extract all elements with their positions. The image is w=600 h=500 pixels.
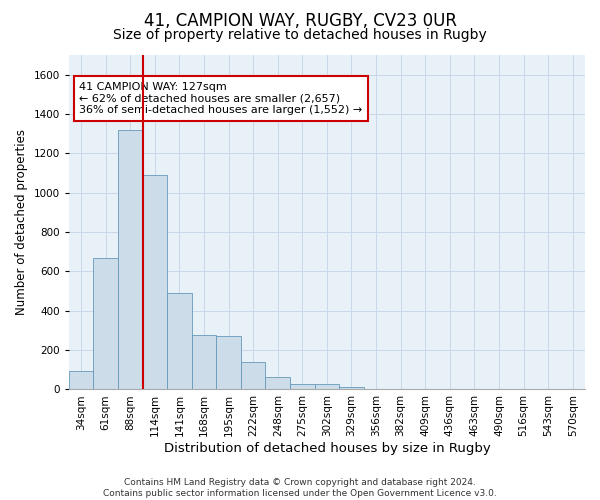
Bar: [241, 362, 265, 390]
Text: Size of property relative to detached houses in Rugby: Size of property relative to detached ho…: [113, 28, 487, 42]
Bar: [167, 293, 192, 390]
Bar: [314, 384, 339, 390]
Bar: [265, 376, 290, 390]
Bar: [118, 130, 143, 390]
Y-axis label: Number of detached properties: Number of detached properties: [15, 129, 28, 315]
Bar: [94, 258, 118, 390]
Bar: [217, 336, 241, 390]
Bar: [143, 175, 167, 390]
Text: 41, CAMPION WAY, RUGBY, CV23 0UR: 41, CAMPION WAY, RUGBY, CV23 0UR: [143, 12, 457, 30]
Text: 41 CAMPION WAY: 127sqm
← 62% of detached houses are smaller (2,657)
36% of semi-: 41 CAMPION WAY: 127sqm ← 62% of detached…: [79, 82, 362, 115]
Bar: [339, 386, 364, 390]
X-axis label: Distribution of detached houses by size in Rugby: Distribution of detached houses by size …: [164, 442, 490, 455]
Text: Contains HM Land Registry data © Crown copyright and database right 2024.
Contai: Contains HM Land Registry data © Crown c…: [103, 478, 497, 498]
Bar: [192, 336, 217, 390]
Bar: [69, 371, 94, 390]
Bar: [290, 384, 314, 390]
